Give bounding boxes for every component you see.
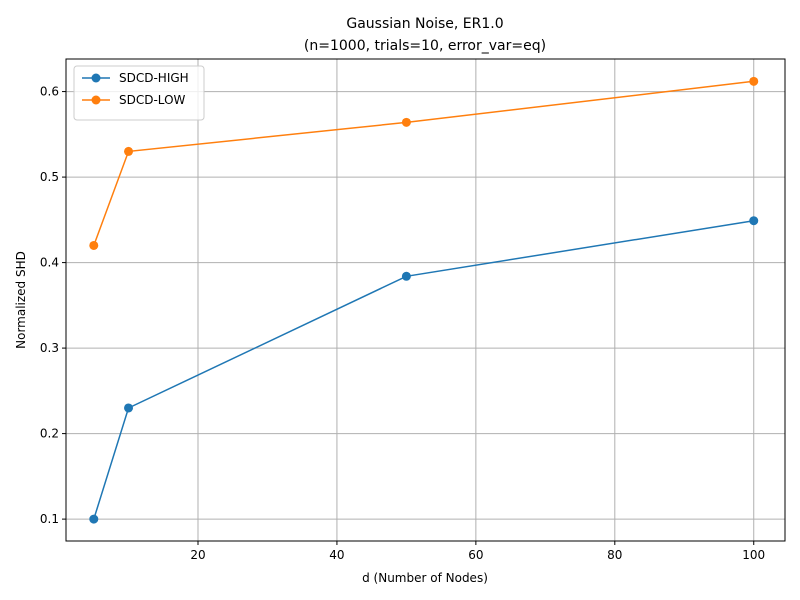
legend-label-sdcd-low: SDCD-LOW	[119, 93, 186, 107]
series-line-sdcd-low	[93, 80, 754, 246]
legend-box	[73, 65, 205, 121]
plot-frame	[65, 58, 786, 542]
data-point-sdcd-high	[401, 271, 411, 281]
data-point-sdcd-high	[89, 514, 99, 524]
data-point-sdcd-low	[401, 117, 411, 127]
legend-marker-sdcd-high	[91, 73, 101, 83]
chart-title: Gaussian Noise, ER1.0	[346, 16, 503, 32]
y-tick-label: 0.5	[40, 170, 59, 184]
x-tick-label: 20	[190, 548, 205, 562]
x-tick-label: 40	[329, 548, 344, 562]
data-point-sdcd-low	[749, 76, 759, 86]
legend: SDCD-HIGH SDCD-LOW	[73, 65, 205, 121]
data-point-sdcd-high	[124, 403, 134, 413]
x-axis-label: d (Number of Nodes)	[362, 571, 488, 585]
data-point-sdcd-low	[124, 146, 134, 156]
series-line-sdcd-high	[93, 219, 754, 520]
chart-subtitle: (n=1000, trials=10, error_var=eq)	[304, 38, 546, 54]
x-tick-label: 60	[468, 548, 483, 562]
legend-marker-sdcd-low	[91, 95, 101, 105]
data-point-sdcd-high	[749, 216, 759, 226]
data-point-sdcd-low	[89, 240, 99, 250]
y-tick-label: 0.6	[40, 85, 59, 99]
x-tick-label: 100	[742, 548, 765, 562]
y-tick-label: 0.1	[40, 512, 59, 526]
legend-label-sdcd-high: SDCD-HIGH	[119, 71, 189, 85]
y-tick-label: 0.4	[40, 256, 59, 270]
y-tick-label: 0.2	[40, 427, 59, 441]
axis-ticks: 20 40 60 80 100 0.1 0.2 0.3 0.4 0.5 0.6	[40, 85, 765, 562]
y-axis-label: Normalized SHD	[14, 251, 28, 349]
x-tick-label: 80	[607, 548, 622, 562]
series-layer	[89, 76, 759, 524]
y-tick-label: 0.3	[40, 341, 59, 355]
